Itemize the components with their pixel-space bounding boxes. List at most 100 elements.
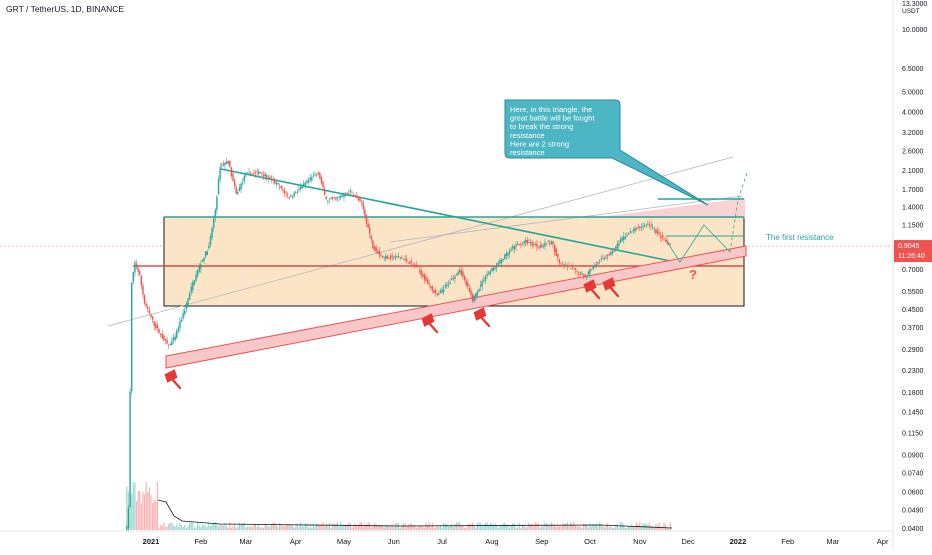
volume-bar [143,494,146,530]
candle-body [666,240,668,244]
volume-bar [161,525,163,530]
volume-bar [658,522,660,530]
hammer-icon [602,277,620,298]
time-tick-label: Mar [239,537,252,546]
volume-bar [343,524,345,530]
candle-body [169,343,171,346]
volume-bar [227,527,229,530]
candle-body [243,176,245,182]
volume-bar [367,522,369,530]
volume-bar [283,526,286,530]
volume-bar [486,522,488,530]
candle-body [409,261,411,264]
candle-body [296,191,299,193]
volume-bar [470,523,472,530]
candle-body [595,264,598,266]
volume-bar [656,525,659,530]
volume-bar [462,525,464,530]
volume-bar [341,526,343,530]
volume-bar [425,522,427,530]
candle-body [327,200,329,202]
candle-body [201,259,204,262]
candle-body [245,175,247,177]
volume-bar [253,524,255,530]
candle-body [661,235,664,238]
candle-body [274,180,276,184]
volume-bar [587,527,589,530]
volume-bar [348,522,350,530]
candle-body [468,288,471,292]
volume-bar [150,495,152,530]
volume-bar [663,522,665,530]
volume-bar [184,524,186,530]
volume-bar [134,482,136,530]
candle-body [139,270,141,275]
price-tick-label: 0.0490 [902,508,924,515]
candle-body [332,197,334,199]
candle-body [174,336,176,341]
volume-bar [254,523,257,530]
price-tick-label: 6.5000 [902,66,924,73]
volume-bar [632,526,634,530]
candle-body [569,268,572,270]
volume-bar [560,526,562,530]
volume-bar [232,526,234,530]
candle-body [660,236,662,239]
candle-body [330,197,332,199]
candle-body [491,268,493,271]
volume-bar [489,523,491,530]
candle-body [359,198,361,201]
volume-bar [467,524,469,530]
time-tick-label: Feb [781,537,794,546]
volume-bar [309,524,311,530]
time-tick-label: May [337,537,351,546]
candle-body [418,270,421,272]
volume-bar [557,525,559,530]
candle-body [314,174,316,176]
volume-bar [195,527,197,530]
volume-bar [639,522,641,530]
candle-body [320,177,323,184]
candle-body [566,264,569,268]
candle-body [494,267,496,269]
candle-body [545,244,548,246]
candle-body [198,266,200,272]
volume-bar [377,526,379,530]
candle-body [269,176,271,179]
candle-body [478,289,480,292]
volume-bar [225,526,228,530]
candle-body [505,253,508,256]
volume-bar [616,523,618,530]
candle-body [504,254,506,259]
volume-bar [494,523,496,530]
volume-bar [423,527,425,530]
candle-body [262,174,265,177]
candle-body [518,244,520,245]
currency-label: USDT [902,8,920,15]
volume-bar [271,525,273,530]
candle-body [510,249,512,251]
candle-body [126,526,128,530]
candle-body [254,172,257,174]
candle-body [584,274,586,277]
candle-body [571,267,573,269]
volume-bar [182,526,184,530]
volume-bar [335,523,337,530]
candle-body [285,193,287,194]
time-tick-label: 2022 [730,537,747,546]
hammer-icon [421,313,439,334]
candle-body [520,244,522,246]
volume-bar [277,526,279,530]
candle-body [336,197,339,199]
volume-bar [311,527,313,530]
candle-body [246,172,249,174]
candle-body [177,328,180,332]
candle-body [182,312,184,319]
volume-bar [399,527,401,530]
candle-body [497,262,500,265]
candle-body [467,282,469,287]
volume-bar [287,524,289,530]
volume-bar [147,492,149,530]
volume-bar [634,525,636,530]
